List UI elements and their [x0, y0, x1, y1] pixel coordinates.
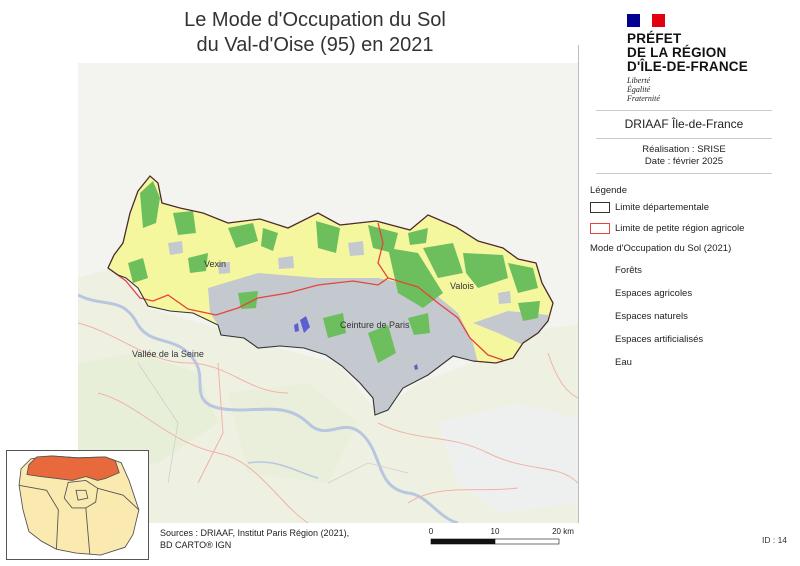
legend-mos-title: Mode d'Occupation du Sol (2021) [590, 243, 732, 254]
main-map: Vexin Valois Ceinture de Paris Vallée de… [78, 63, 578, 523]
republic-motto: Liberté Égalité Fraternité [627, 76, 660, 103]
scale-tick-10: 10 [491, 527, 500, 536]
legend-item-espaces-agricoles: Espaces agricoles [590, 288, 692, 299]
label-vallee-de-la-seine: Vallée de la Seine [132, 349, 204, 359]
legend-swatch [590, 334, 610, 345]
divider [596, 173, 772, 174]
scale-tick-20: 20 km [552, 527, 574, 536]
label-vexin: Vexin [204, 259, 226, 269]
map-title: Le Mode d'Occupation du Sol du Val-d'Ois… [100, 8, 530, 58]
map-title-line-2: du Val-d'Oise (95) en 2021 [196, 34, 434, 56]
legend-item-espaces-naturels: Espaces naturels [590, 311, 688, 322]
label-valois: Valois [450, 281, 474, 291]
map-title-line-1: Le Mode d'Occupation du Sol [184, 9, 446, 31]
prefecture-logo: PRÉFET DE LA RÉGION D'ÎLE-DE-FRANCE Libe… [627, 14, 748, 103]
legend-swatch [590, 265, 610, 276]
production-credits: Réalisation : SRISE Date : février 2025 [642, 144, 726, 167]
locator-inset-map [6, 450, 149, 560]
legend-title: Légende [590, 185, 627, 196]
tricolor-flag-icon [627, 14, 666, 27]
label-ceinture-de-paris: Ceinture de Paris [340, 320, 410, 330]
legend-swatch [590, 202, 610, 213]
divider [596, 110, 772, 111]
legend-item-espaces-artificialises: Espaces artificialisés [590, 334, 703, 345]
legend-item-region-boundary: Limite de petite région agricole [590, 223, 744, 234]
legend-swatch [590, 357, 610, 368]
scale-tick-0: 0 [429, 527, 434, 536]
legend-swatch [590, 223, 610, 234]
legend-item-dept-boundary: Limite départementale [590, 202, 709, 213]
legend-swatch [590, 311, 610, 322]
scale-bar: 0 10 20 km [429, 527, 574, 545]
legend-swatch [590, 288, 610, 299]
divider [596, 138, 772, 139]
prefecture-name: PRÉFET DE LA RÉGION D'ÎLE-DE-FRANCE [627, 31, 748, 74]
document-id: ID : 14 [762, 535, 788, 545]
legend-item-forets: Forêts [590, 265, 642, 276]
legend-item-eau: Eau [590, 357, 632, 368]
val-doise-highlight [26, 455, 120, 481]
organization-name: DRIAAF Île-de-France [624, 117, 744, 131]
map-sources: Sources : DRIAAF, Institut Paris Région … [160, 528, 350, 550]
panel-separator [578, 45, 579, 523]
